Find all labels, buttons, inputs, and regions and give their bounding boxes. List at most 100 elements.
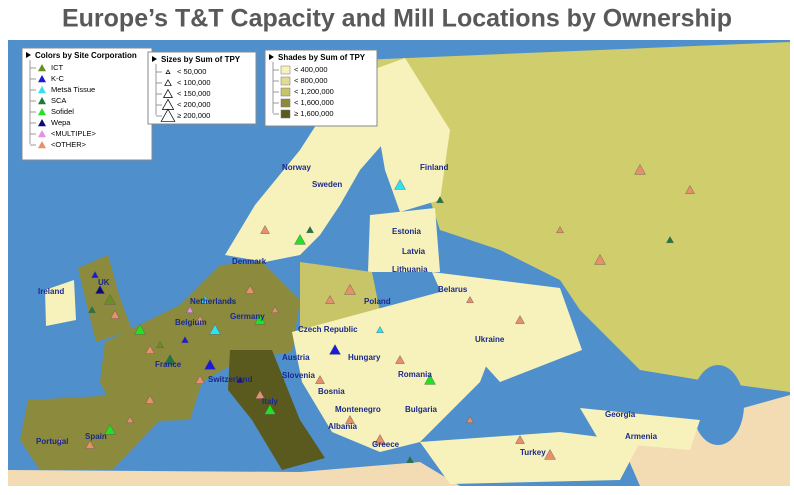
- legend-swatch: [280, 98, 291, 108]
- legend-swatch: [280, 76, 291, 86]
- legend-arrow: [26, 52, 31, 58]
- mill: [424, 374, 436, 385]
- mill: [260, 225, 270, 234]
- mill: [164, 354, 176, 365]
- country-label: Hungary: [348, 353, 381, 362]
- country-label: Greece: [372, 440, 400, 449]
- land-finland: [375, 90, 450, 212]
- mill: [394, 179, 406, 190]
- mill: [374, 434, 386, 445]
- country-label: Austria: [282, 353, 310, 362]
- mill: [226, 296, 234, 303]
- land-italy: [228, 350, 325, 470]
- legend-item: < 150,000: [177, 89, 211, 98]
- country-label: Spain: [85, 432, 107, 441]
- land-west-central: [100, 262, 300, 422]
- country-label: Montenegro: [335, 405, 381, 414]
- country-label: Belgium: [175, 318, 207, 327]
- mill: [255, 390, 265, 399]
- mill: [395, 355, 405, 364]
- country-label: Bosnia: [318, 387, 345, 396]
- mill: [634, 164, 646, 175]
- mill: [88, 306, 96, 313]
- mills: [56, 164, 695, 463]
- legend-swatch: [38, 86, 46, 94]
- mill: [271, 306, 279, 313]
- mill: [376, 326, 384, 333]
- mill: [329, 344, 341, 355]
- title: Europe’s T&T Capacity and Mill Locations…: [62, 5, 732, 33]
- legend-swatch: [163, 88, 173, 98]
- legend-swatch: [38, 97, 46, 105]
- land-uk: [78, 255, 132, 342]
- mill: [294, 234, 306, 245]
- mill: [544, 449, 556, 460]
- country-label: Lithuania: [392, 265, 428, 274]
- mill: [666, 236, 674, 244]
- mill: [145, 395, 155, 404]
- legend-item: ≥ 1,600,000: [294, 109, 334, 118]
- legend-title: Shades by Sum of TPY: [278, 53, 366, 62]
- country-label: Slovenia: [282, 371, 315, 380]
- country-label: Albania: [328, 422, 357, 431]
- legend-swatch: [38, 130, 46, 138]
- land-africa: [8, 462, 460, 486]
- legend-item: Wepa: [51, 118, 71, 127]
- country-label: Estonia: [392, 227, 421, 236]
- mill: [315, 375, 325, 384]
- country-label: Ukraine: [475, 335, 505, 344]
- mill: [156, 341, 164, 348]
- legend-swatch: [38, 119, 46, 127]
- legend-item: <MULTIPLE>: [51, 129, 96, 138]
- legend: Shades by Sum of TPY < 400,000 < 800,000 < …: [264, 49, 378, 127]
- mill: [685, 185, 695, 194]
- mill: [209, 324, 221, 335]
- country-label: Romania: [398, 370, 432, 379]
- mill: [466, 416, 474, 423]
- mill: [56, 436, 64, 443]
- legend-swatch: [280, 87, 291, 97]
- mill: [344, 284, 356, 295]
- country-label: Belarus: [438, 285, 468, 294]
- legends: Colors by Site Corporation ICT K-C Metsä Ti…: [21, 47, 378, 161]
- mill: [126, 416, 134, 423]
- legend-arrow: [152, 56, 157, 62]
- mill: [195, 375, 205, 384]
- mill: [85, 440, 95, 449]
- legend-swatch: [280, 65, 291, 75]
- land-turkey: [420, 432, 640, 484]
- legend-swatch: [38, 75, 46, 83]
- mill: [110, 310, 120, 319]
- legend-swatch: [164, 79, 172, 86]
- mill: [436, 196, 444, 204]
- caspian-sea: [692, 365, 744, 445]
- legend-swatch: [38, 64, 46, 72]
- mill: [245, 285, 255, 294]
- legend-item: SCA: [51, 96, 66, 105]
- mill: [236, 376, 244, 383]
- mill: [264, 404, 276, 415]
- mill: [104, 294, 116, 305]
- mill: [134, 324, 146, 335]
- mill: [466, 296, 474, 303]
- legend-item: K-C: [51, 74, 65, 83]
- country-label: Netherlands: [190, 297, 237, 306]
- country-label: UK: [98, 278, 110, 287]
- legend-item: < 100,000: [177, 78, 211, 87]
- mill: [515, 315, 525, 324]
- legend-item: < 50,000: [177, 67, 206, 76]
- legend-item: ICT: [51, 63, 64, 72]
- legend-item: Sofidel: [51, 107, 74, 116]
- country-label: Turkey: [520, 448, 546, 457]
- legend: Sizes by Sum of TPY < 50,000 < 100,000 < 15…: [147, 51, 257, 125]
- country-label: Norway: [282, 163, 311, 172]
- country-label: Portugal: [36, 437, 68, 446]
- mill: [594, 254, 606, 265]
- legend-item: Metsä Tissue: [51, 85, 95, 94]
- legend-swatch: [165, 69, 171, 74]
- country-label: Denmark: [232, 257, 267, 266]
- land-middle-east: [620, 395, 790, 486]
- country-label: Switzerland: [208, 375, 253, 384]
